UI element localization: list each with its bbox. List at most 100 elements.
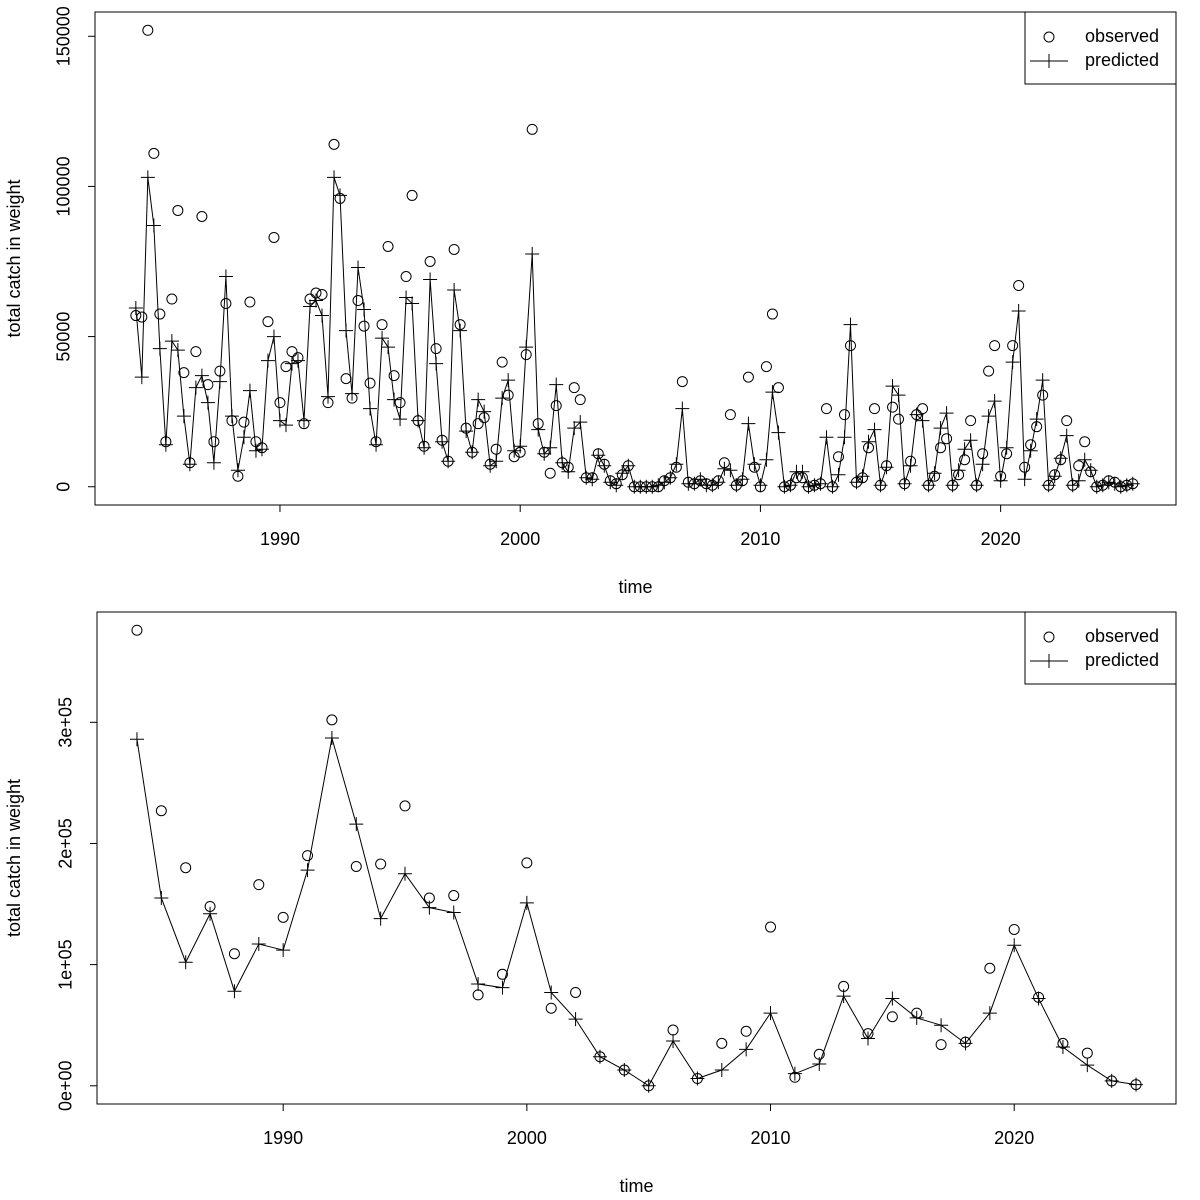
observed-point	[196, 210, 208, 222]
predicted-point	[711, 475, 726, 490]
predicted-point	[375, 331, 390, 346]
predicted-point	[1077, 452, 1092, 467]
observed-point	[844, 340, 856, 352]
observed-point	[570, 986, 582, 998]
predicted-point	[544, 985, 559, 1000]
observed-point	[772, 382, 784, 394]
predicted-point	[495, 391, 510, 406]
observed-point	[820, 403, 832, 415]
predicted-point	[969, 478, 984, 493]
predicted-point	[315, 308, 330, 323]
predicted-point	[690, 1071, 705, 1086]
predicted-point	[236, 430, 251, 445]
predicted-point	[957, 442, 972, 457]
predicted-point	[795, 464, 810, 479]
predicted-point	[807, 478, 822, 493]
predicted-point	[501, 373, 516, 388]
predicted-point	[182, 457, 197, 472]
predicted-point	[218, 269, 233, 284]
observed-point	[838, 409, 850, 421]
predicted-point	[519, 895, 534, 910]
observed-point	[424, 256, 436, 268]
predicted-point	[224, 409, 239, 424]
predicted-point	[735, 472, 750, 487]
observed-point	[983, 365, 995, 377]
predicted-point	[945, 478, 960, 493]
predicted-point	[549, 377, 564, 392]
predicted-point	[398, 866, 413, 881]
y-tick-label: 3e+05	[56, 697, 76, 748]
observed-point	[521, 857, 533, 869]
predicted-point	[351, 260, 366, 275]
predicted-point	[1083, 463, 1098, 478]
predicted-point	[958, 1036, 973, 1051]
observed-point	[268, 231, 280, 243]
observed-point	[1081, 1047, 1093, 1059]
observed-point	[1037, 389, 1049, 401]
predicted-point	[812, 1056, 827, 1071]
observed-point	[496, 356, 508, 368]
x-axis-label: time	[618, 577, 652, 597]
predicted-point	[411, 413, 426, 428]
predicted-point	[909, 407, 924, 422]
observed-point	[208, 436, 220, 448]
predicted-point	[230, 463, 245, 478]
observed-point	[154, 308, 166, 320]
predicted-point	[373, 911, 388, 926]
observed-point	[202, 379, 214, 391]
observed-point	[148, 147, 160, 159]
predicted-point	[999, 440, 1014, 455]
predicted-point	[615, 466, 630, 481]
predicted-point	[585, 472, 600, 487]
predicted-line	[136, 737, 1137, 1087]
observed-point	[893, 413, 905, 425]
observed-point	[131, 624, 143, 636]
observed-point	[760, 361, 772, 373]
x-tick-label: 2010	[740, 529, 780, 549]
x-tick-label: 1990	[260, 529, 300, 549]
predicted-point	[813, 476, 828, 491]
observed-point	[166, 293, 178, 305]
predicted-point	[327, 170, 342, 185]
predicted-point	[837, 430, 852, 445]
observed-point	[382, 240, 394, 252]
predicted-point	[206, 455, 221, 470]
predicted-point	[248, 443, 263, 458]
predicted-point	[1080, 1058, 1095, 1073]
x-axis-label: time	[619, 1176, 653, 1196]
predicted-point	[747, 457, 762, 472]
observed-point	[526, 123, 538, 135]
predicted-point	[1055, 1040, 1070, 1055]
observed-point	[935, 442, 947, 454]
observed-point	[430, 343, 442, 355]
predicted-point	[381, 340, 396, 355]
predicted-point	[617, 1063, 632, 1078]
predicted-point	[309, 293, 324, 308]
predicted-point	[254, 442, 269, 457]
predicted-point	[369, 437, 384, 452]
observed-point	[574, 394, 586, 406]
predicted-point	[477, 404, 492, 419]
predicted-point	[1095, 478, 1110, 493]
predicted-point	[200, 395, 215, 410]
observed-point	[1073, 460, 1085, 472]
legend-symbol	[1042, 654, 1056, 668]
observed-point	[568, 382, 580, 394]
observed-point	[448, 890, 460, 902]
predicted-point	[1125, 476, 1140, 491]
predicted-point	[188, 380, 203, 395]
predicted-point	[592, 1049, 607, 1064]
observed-point	[977, 448, 989, 460]
x-tick-label: 2020	[994, 1128, 1034, 1148]
predicted-point	[861, 434, 876, 449]
observed-point	[220, 298, 232, 310]
observed-point	[667, 1024, 679, 1036]
legend-symbol	[1043, 631, 1055, 643]
predicted-point	[591, 448, 606, 463]
legend-box	[1024, 11, 1177, 85]
observed-point	[887, 401, 899, 413]
predicted-point	[879, 460, 894, 475]
predicted-point	[324, 731, 339, 746]
predicted-point	[1053, 451, 1068, 466]
predicted-point	[651, 478, 666, 493]
